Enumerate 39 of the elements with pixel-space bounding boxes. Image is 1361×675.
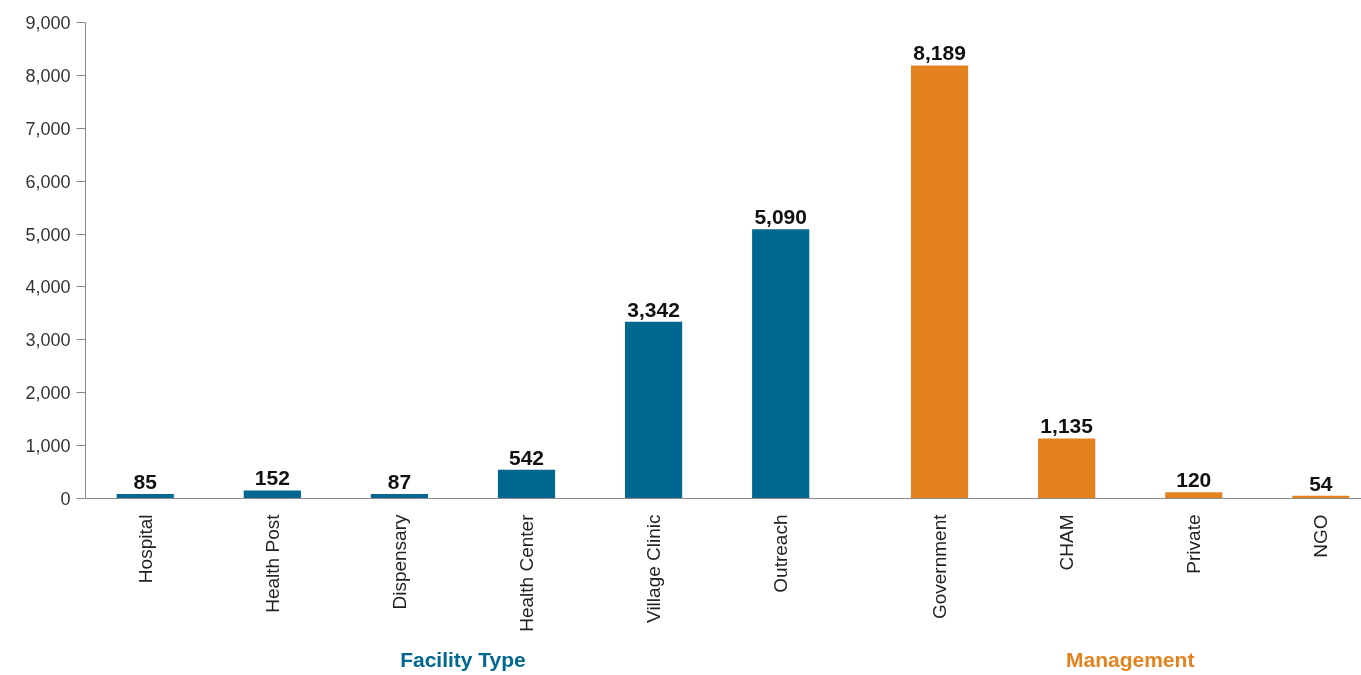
bar [625, 321, 683, 499]
data-label: 8,189 [913, 41, 966, 65]
x-tick-label: Hospital [134, 514, 156, 584]
bar [1165, 492, 1223, 499]
bar [910, 65, 969, 499]
data-label: 3,342 [627, 297, 680, 321]
y-tick-label: 2,000 [25, 383, 71, 404]
y-tick-label: 3,000 [25, 330, 71, 351]
x-tick-label: Health Post [261, 513, 283, 613]
bar [1038, 438, 1096, 499]
data-label: 54 [1309, 471, 1333, 495]
bar [243, 490, 301, 499]
y-tick-label: 9,000 [25, 13, 71, 33]
data-label: 120 [1176, 468, 1212, 492]
x-tick-label: Village Clinic [643, 514, 665, 623]
data-label: 152 [254, 466, 290, 490]
y-tick-label: 6,000 [25, 171, 71, 192]
x-tick-label: Health Center [516, 513, 538, 632]
y-tick-label: 8,000 [25, 65, 71, 86]
text: Facility Type [400, 648, 526, 671]
y-tick-label: 1,000 [25, 436, 71, 457]
x-tick-label: NGO [1310, 514, 1332, 558]
y-tick-label: 7,000 [25, 118, 71, 139]
x-tick-label: Private [1183, 514, 1205, 574]
x-tick-label: Outreach [770, 514, 792, 593]
data-label: 85 [133, 470, 158, 493]
data-label: 5,090 [754, 205, 807, 229]
data-label: 542 [508, 445, 545, 469]
data-label: 1,135 [1040, 414, 1094, 438]
data-label: 87 [387, 469, 412, 493]
y-tick-label: 4,000 [25, 277, 71, 298]
y-tick-label: 5,000 [25, 224, 71, 245]
x-tick-label: Dispensary [388, 514, 410, 610]
x-tick-label: Government [929, 513, 951, 620]
y-tick-label: 0 [60, 489, 71, 509]
bar [752, 229, 810, 499]
text: Management [1066, 648, 1195, 671]
bar [497, 469, 556, 499]
x-tick-label: CHAM [1056, 514, 1078, 571]
